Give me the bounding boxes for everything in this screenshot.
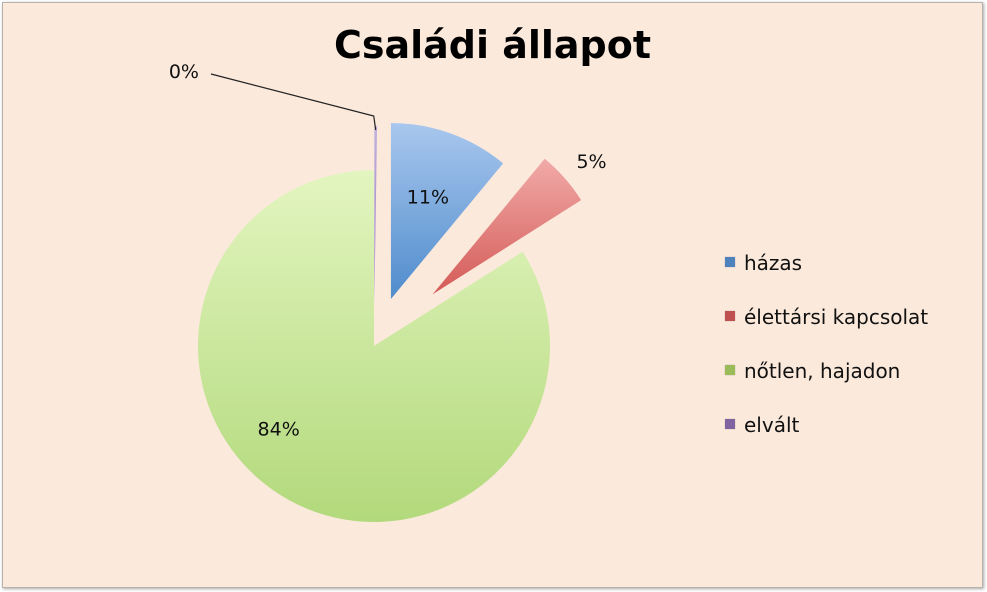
legend-swatch-elettarsi-kapcsolat: [725, 311, 735, 321]
chart-legend: házas élettársi kapcsolat nőtlen, hajadon e…: [725, 251, 928, 467]
legend-label-elvalt: elvált: [744, 413, 800, 437]
legend-swatch-elvalt: [725, 419, 735, 429]
legend-item-elettarsi-kapcsolat: élettársi kapcsolat: [725, 305, 928, 359]
legend-label-notlen-hajadon: nőtlen, hajadon: [744, 359, 901, 383]
pie-slice-elvalt: [374, 126, 378, 303]
pie-slice-elettarsi-kapcsolat: [432, 158, 582, 295]
data-label-notlen-hajadon: 84%: [258, 418, 300, 440]
legend-swatch-notlen-hajadon: [725, 365, 735, 375]
legend-label-hazas: házas: [744, 251, 803, 275]
legend-item-elvalt: elvált: [725, 413, 928, 467]
pie-chart: 11% 5% 84% 0%: [169, 61, 607, 522]
data-label-hazas: 11%: [407, 186, 449, 208]
legend-item-notlen-hajadon: nőtlen, hajadon: [725, 359, 928, 413]
legend-item-hazas: házas: [725, 251, 928, 305]
chart-title: Családi állapot: [333, 23, 652, 67]
legend-swatch-hazas: [725, 257, 735, 267]
leader-line-elvalt: [210, 73, 377, 131]
pie-slice-hazas: [390, 122, 504, 299]
data-label-elvalt: 0%: [169, 61, 199, 83]
data-label-elettarsi-kapcsolat: 5%: [576, 151, 606, 173]
legend-label-elettarsi-kapcsolat: élettársi kapcsolat: [744, 305, 929, 329]
pie-slice-notlen-hajadon: [197, 170, 550, 522]
